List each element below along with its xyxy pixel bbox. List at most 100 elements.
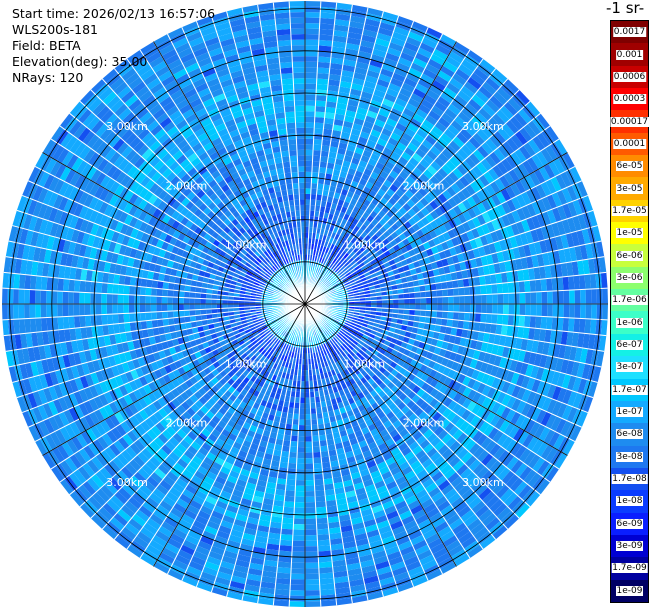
range-bin-cell — [441, 318, 448, 327]
range-bin-cell — [376, 304, 383, 309]
range-bin-cell — [318, 556, 333, 563]
range-bin-cell — [415, 397, 425, 408]
range-bin-cell — [334, 414, 343, 422]
range-bin-cell — [172, 310, 179, 318]
range-bin-cell — [128, 304, 135, 314]
range-bin-cell — [344, 361, 351, 369]
range-bin-cell — [230, 529, 244, 539]
range-bin-cell — [452, 403, 463, 415]
range-bin-cell — [393, 304, 399, 309]
range-bin-cell — [325, 399, 333, 407]
range-bin-cell — [475, 340, 483, 352]
range-bin-cell — [416, 379, 426, 389]
range-bin-cell — [358, 349, 365, 356]
range-bin-cell — [365, 307, 372, 311]
range-bin-cell — [476, 382, 487, 395]
range-bin-cell — [536, 380, 547, 395]
range-bin-cell — [305, 116, 315, 123]
range-bin-cell — [401, 550, 418, 562]
range-bin-cell — [377, 571, 394, 581]
range-bin-cell — [222, 461, 234, 471]
range-bin-cell — [256, 524, 270, 533]
range-bin-cell — [560, 331, 568, 346]
range-bin-cell — [292, 182, 299, 189]
range-bin-cell — [544, 329, 552, 343]
range-bin-cell — [577, 378, 588, 395]
range-bin-cell — [322, 337, 328, 344]
range-bin-cell — [348, 578, 365, 587]
range-bin-cell — [349, 324, 356, 330]
range-bin-cell — [378, 465, 391, 476]
range-bin-cell — [305, 513, 317, 519]
range-bin-cell — [305, 193, 311, 200]
range-bin-cell — [305, 353, 308, 360]
range-bin-cell — [264, 554, 279, 562]
range-bin-cell — [299, 403, 305, 409]
range-bin-cell — [275, 583, 291, 591]
range-bin-cell — [493, 463, 507, 478]
range-bin-cell — [332, 476, 343, 484]
range-bin-cell — [466, 329, 474, 340]
range-bin-cell — [399, 545, 415, 557]
range-bin-cell — [501, 381, 511, 394]
range-bin-cell — [354, 326, 361, 332]
range-bin-cell — [423, 404, 434, 415]
range-bin-cell — [453, 304, 460, 313]
range-bin-cell — [453, 553, 471, 567]
range-bin-cell — [40, 290, 47, 304]
range-bin-cell — [57, 304, 63, 317]
range-bin-cell — [234, 436, 245, 445]
range-bin-cell — [298, 425, 305, 431]
range-bin-cell — [248, 471, 260, 480]
range-bin-cell — [271, 356, 278, 363]
range-bin-cell — [388, 556, 404, 566]
range-bin-cell — [519, 465, 533, 481]
range-bin-cell — [264, 424, 273, 432]
range-bin-cell — [73, 304, 80, 317]
range-bin-cell — [435, 552, 451, 565]
range-bin-cell — [354, 453, 365, 462]
range-bin-cell — [209, 485, 223, 496]
range-bin-cell — [360, 325, 367, 331]
range-bin-cell — [442, 535, 459, 548]
range-bin-cell — [371, 349, 379, 356]
range-bin-cell — [261, 412, 270, 420]
range-bin-cell — [295, 480, 305, 486]
range-bin-cell — [249, 442, 260, 451]
range-bin-cell — [330, 331, 337, 337]
range-bin-cell — [79, 304, 85, 316]
range-bin-cell — [485, 516, 501, 531]
range-bin-cell — [318, 333, 323, 340]
range-bin-cell — [90, 304, 96, 316]
range-bin-cell — [561, 373, 572, 390]
range-bin-cell — [406, 399, 416, 410]
range-bin-cell — [235, 478, 248, 488]
range-bin-cell — [582, 395, 594, 413]
range-bin-cell — [363, 330, 371, 337]
range-bin-cell — [285, 390, 292, 397]
range-bin-cell — [247, 476, 258, 485]
range-bin-cell — [525, 304, 531, 316]
range-bin-cell — [317, 545, 331, 552]
range-bin-cell — [354, 337, 361, 343]
range-bin-cell — [360, 304, 366, 308]
range-bin-cell — [332, 350, 339, 357]
range-bin-cell — [390, 447, 402, 457]
range-bin-cell — [319, 588, 336, 596]
range-bin-cell — [383, 505, 397, 515]
range-bin-cell — [394, 500, 408, 511]
range-bin-cell — [422, 329, 429, 337]
range-bin-cell — [436, 414, 447, 426]
range-bin-cell — [284, 495, 295, 503]
range-bin-cell — [276, 34, 292, 42]
range-bin-cell — [296, 149, 305, 156]
range-bin-cell — [448, 455, 461, 468]
range-bin-cell — [322, 316, 328, 322]
range-bin-cell — [461, 488, 475, 501]
range-bin-cell — [319, 395, 326, 402]
range-bin-cell — [367, 362, 375, 371]
range-bin-cell — [294, 402, 300, 409]
range-bin-cell — [35, 289, 41, 304]
range-bin-cell — [417, 410, 428, 421]
range-bin-cell — [557, 387, 567, 403]
